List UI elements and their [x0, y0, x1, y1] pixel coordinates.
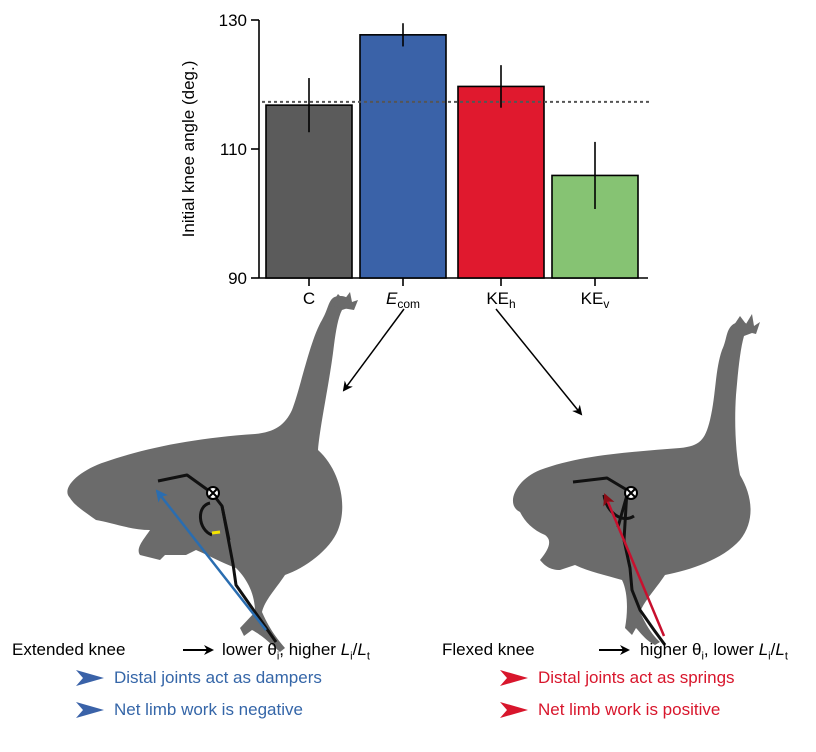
- right-condition-label: Flexed knee: [442, 640, 535, 659]
- x-tick-labels: C Ecom KEh KEv: [303, 278, 609, 311]
- limb-segments-right: [572, 476, 667, 646]
- thigh-line-left: [220, 505, 231, 541]
- right-positive-work-text: Net limb work is positive: [538, 700, 721, 719]
- pointer-arrow-left: [342, 308, 405, 392]
- blue-chevron-2: [76, 702, 104, 718]
- pointer-arrow-right: [495, 308, 583, 416]
- x-tick-label-2: Ecom: [386, 289, 420, 311]
- red-chevron-2: [500, 702, 528, 718]
- center-of-mass-marker-right: [624, 486, 638, 500]
- knee-angle-arc-left: [199, 501, 213, 537]
- bird-extended-knee: [67, 292, 358, 652]
- ground-reaction-vector-red: [603, 493, 666, 637]
- error-bars: [308, 23, 596, 209]
- bar-chart: 90 110 130 Initial knee angle (deg.) C Ecom…: [179, 11, 652, 311]
- bird-flexed-knee: [512, 314, 760, 646]
- right-result-label: higher θi, lower Li/Lt: [640, 640, 788, 663]
- red-chevron-1: [500, 670, 528, 686]
- bar-2: [359, 34, 447, 279]
- ground-reaction-vector-blue: [155, 489, 267, 631]
- bars: [265, 34, 639, 279]
- x-tick-label-1: C: [303, 289, 315, 308]
- left-condition-label: Extended knee: [12, 640, 126, 659]
- left-negative-work-text: Net limb work is negative: [114, 700, 303, 719]
- y-ticks: 90 110 130: [219, 11, 259, 288]
- limb-segments-left: [157, 473, 278, 643]
- x-tick-label-3: KEh: [486, 289, 515, 311]
- y-tick-label: 110: [220, 140, 247, 159]
- y-tick-label: 90: [228, 269, 247, 288]
- thigh-line-right: [616, 494, 629, 528]
- bird-silhouette-left: [67, 296, 355, 652]
- bird-crest-left: [330, 292, 358, 310]
- x-tick-label-4: KEv: [581, 289, 610, 311]
- right-springs-text: Distal joints act as springs: [538, 668, 735, 687]
- left-result-label: lower θi, higher Li/Lt: [222, 640, 370, 663]
- knee-angle-highlight-left: [211, 530, 221, 535]
- bar-3: [457, 85, 545, 279]
- blue-chevron-1: [76, 670, 104, 686]
- y-axis-label: Initial knee angle (deg.): [179, 61, 198, 238]
- bird-crest-right: [732, 314, 760, 334]
- bar-1: [265, 104, 353, 279]
- left-dampers-text: Distal joints act as dampers: [114, 668, 322, 687]
- y-tick-label: 130: [219, 11, 247, 30]
- bird-silhouette-right: [512, 321, 752, 645]
- center-of-mass-marker-left: [206, 486, 220, 500]
